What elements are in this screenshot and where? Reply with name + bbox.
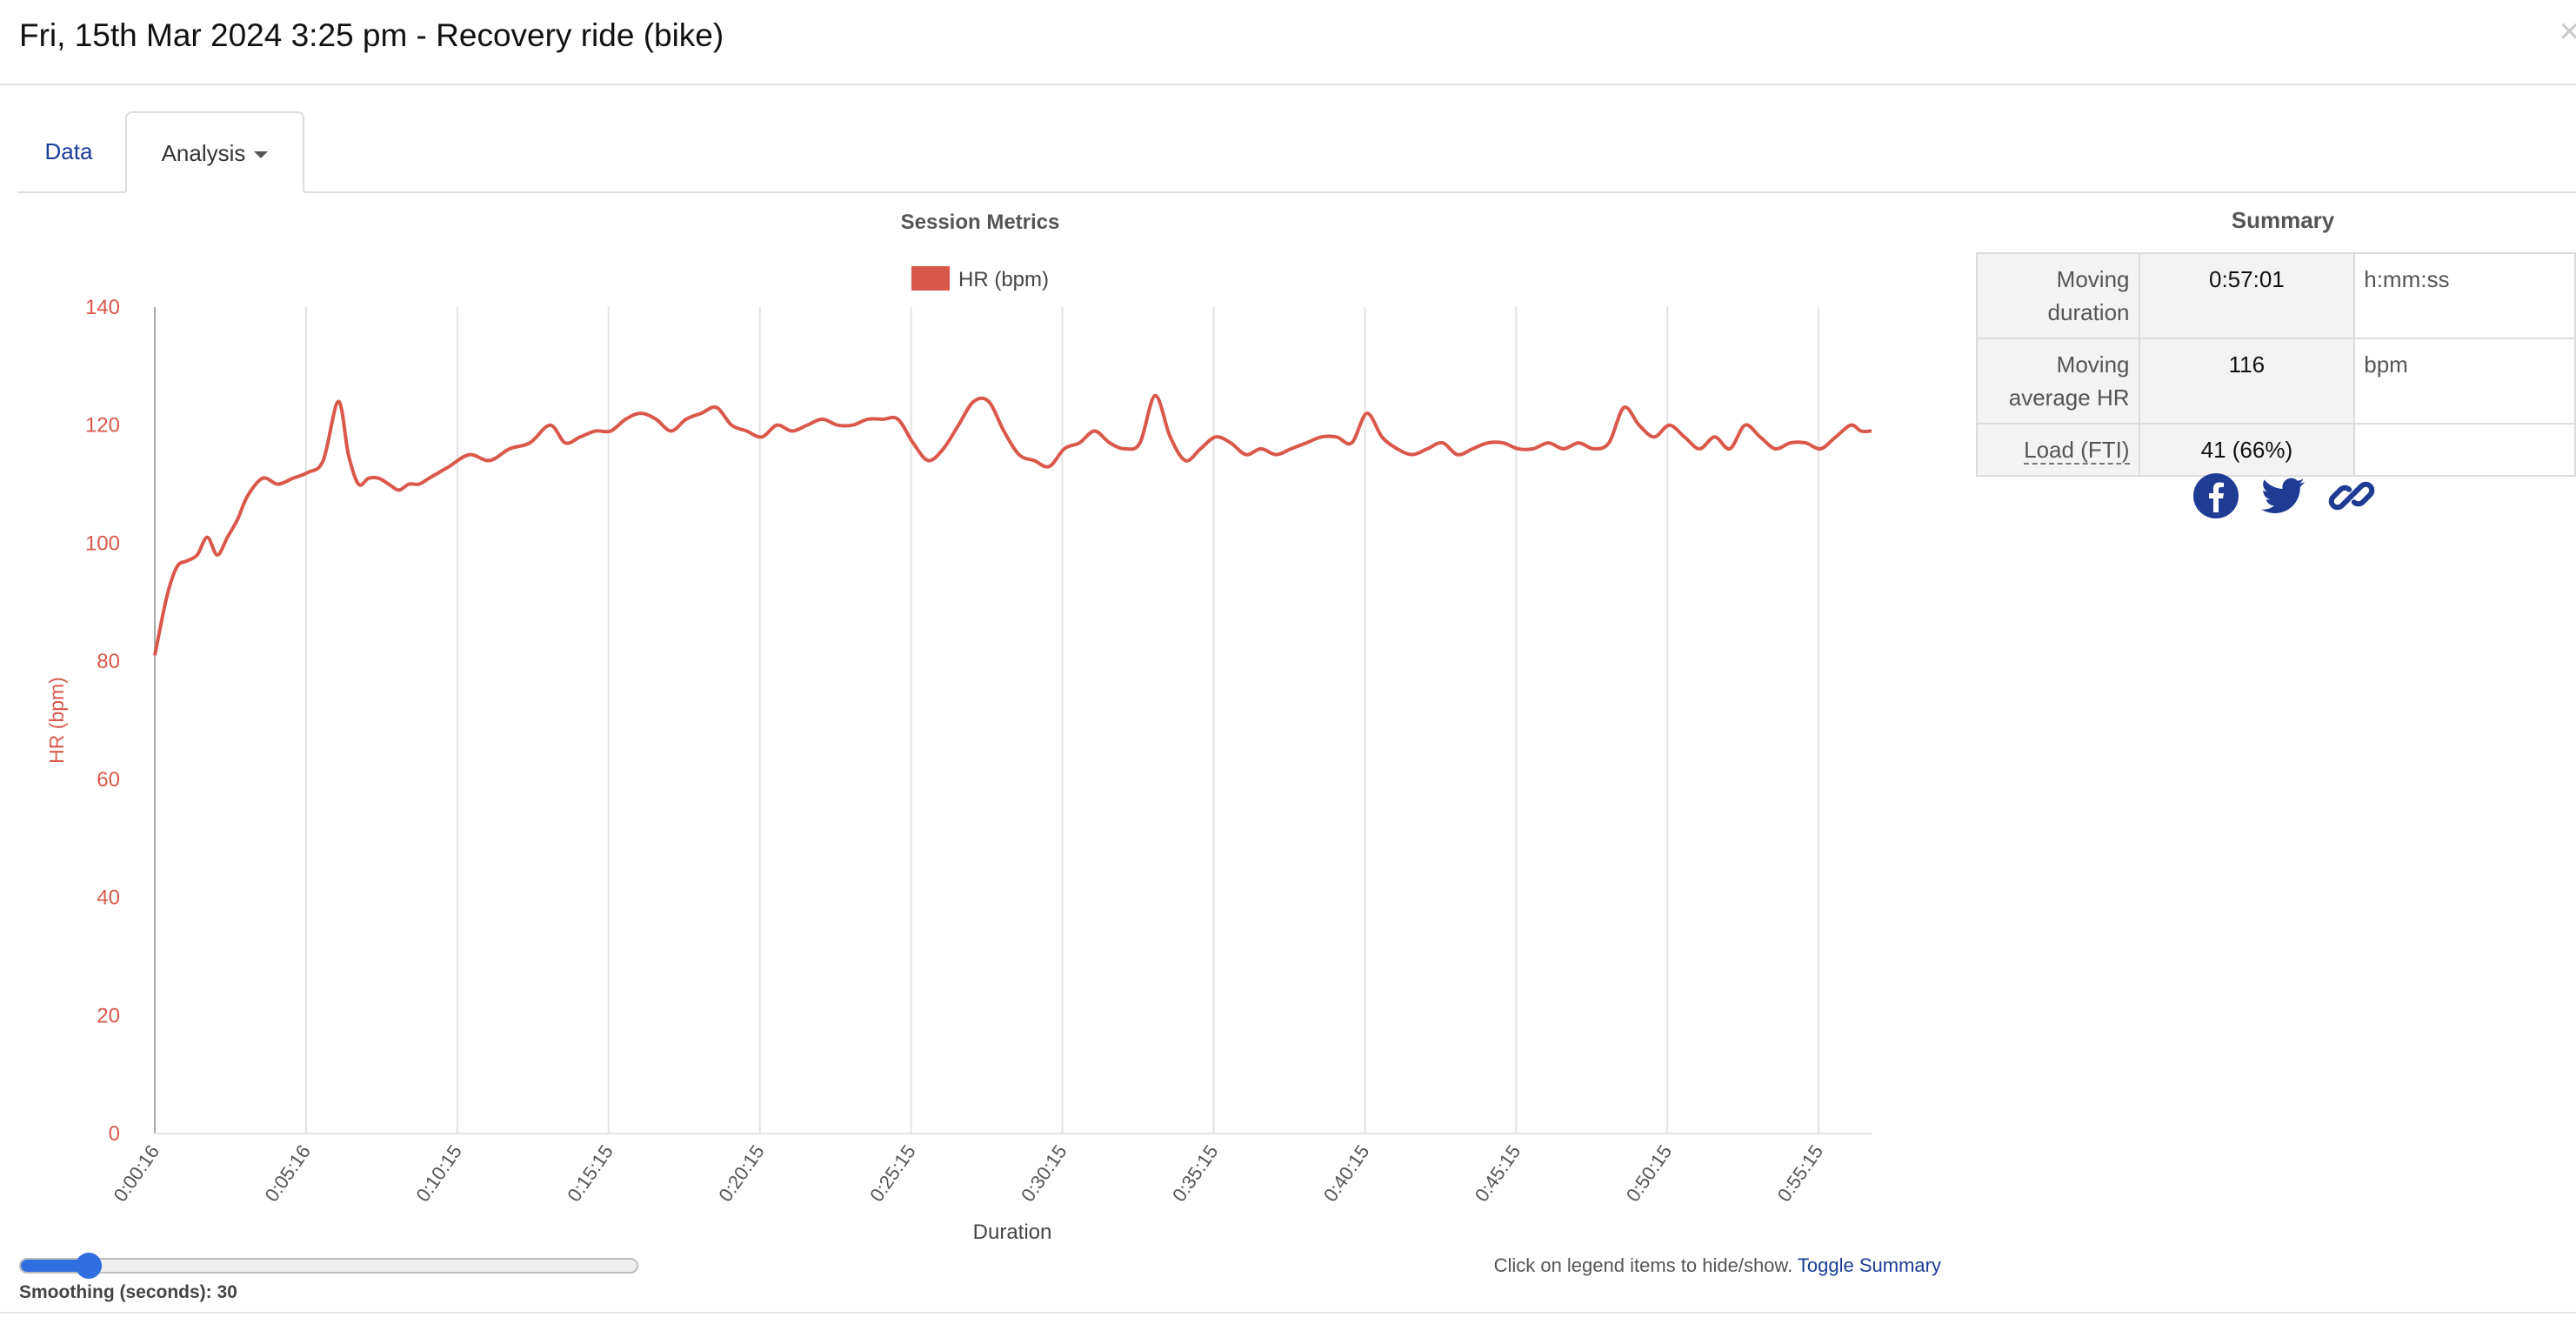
summary-title: Summary	[2231, 207, 2335, 233]
x-tick-label: 0:40:15	[1319, 1141, 1374, 1206]
footer-divider	[0, 1312, 2576, 1314]
facebook-icon[interactable]	[2192, 471, 2240, 520]
x-tick-label: 0:25:15	[865, 1141, 920, 1206]
tab-analysis-label: Analysis	[161, 140, 246, 166]
load-abbreviation[interactable]: Load (FTI)	[2024, 437, 2130, 465]
summary-table: Moving duration 0:57:01 h:mm:ss Moving a…	[1976, 252, 2576, 477]
modal-header: Fri, 15th Mar 2024 3:25 pm - Recovery ri…	[0, 0, 2576, 85]
y-tick-label: 40	[97, 886, 120, 910]
tab-data[interactable]: Data	[44, 138, 93, 164]
y-tick-label: 100	[85, 532, 120, 555]
twitter-icon[interactable]	[2259, 471, 2308, 520]
page-title: Fri, 15th Mar 2024 3:25 pm - Recovery ri…	[19, 17, 724, 53]
toggle-summary-link[interactable]: Toggle Summary	[1797, 1254, 1941, 1276]
x-tick-label: 0:45:15	[1471, 1141, 1525, 1206]
summary-label: Load (FTI)	[1976, 423, 2140, 477]
table-row: Load (FTI) 41 (66%)	[1976, 423, 2576, 477]
summary-value: 0:57:01	[2138, 252, 2356, 339]
summary-unit: bpm	[2353, 338, 2576, 425]
y-tick-label: 120	[85, 414, 120, 438]
x-tick-label: 0:15:15	[563, 1141, 617, 1206]
x-tick-label: 0:00:16	[110, 1141, 164, 1206]
link-icon[interactable]	[2327, 471, 2376, 520]
x-tick-label: 0:35:15	[1168, 1141, 1223, 1206]
summary-label: Moving duration	[1976, 252, 2140, 339]
caret-down-icon	[254, 151, 269, 159]
legend-swatch[interactable]	[911, 266, 950, 291]
y-tick-label: 140	[85, 296, 120, 319]
summary-label: Moving average HR	[1976, 338, 2140, 425]
table-row: Moving average HR 116 bpm	[1976, 338, 2576, 425]
x-tick-label: 0:20:15	[714, 1141, 769, 1206]
legend-hint: Click on legend items to hide/show. Togg…	[1494, 1254, 1941, 1277]
slider-fill	[21, 1260, 89, 1272]
session-metrics-chart: Session Metrics HR (bpm) 0 20 40 60 80 100 120…	[45, 211, 1872, 1244]
legend-hint-text: Click on legend items to hide/show.	[1493, 1254, 1793, 1276]
x-tick-label: 0:55:15	[1773, 1141, 1828, 1206]
y-tick-label: 20	[97, 1004, 120, 1027]
chart-legend[interactable]: HR (bpm)	[911, 266, 1049, 291]
y-tick-label: 0	[109, 1122, 120, 1146]
x-tick-label: 0:50:15	[1622, 1141, 1677, 1206]
close-icon[interactable]: ×	[2559, 12, 2576, 50]
slider-thumb[interactable]	[75, 1253, 102, 1279]
chart-title: Session Metrics	[901, 211, 1060, 234]
smoothing-slider[interactable]	[19, 1253, 638, 1279]
x-tick-label: 0:30:15	[1017, 1141, 1071, 1206]
tab-analysis[interactable]: Analysis	[125, 111, 304, 193]
summary-value: 41 (66%)	[2138, 423, 2356, 477]
summary-unit	[2353, 423, 2576, 477]
y-tick-label: 60	[97, 768, 120, 792]
x-tick-label: 0:05:16	[260, 1141, 315, 1206]
smoothing-label: Smoothing (seconds): 30	[19, 1282, 237, 1302]
legend-label[interactable]: HR (bpm)	[958, 268, 1049, 291]
table-row: Moving duration 0:57:01 h:mm:ss	[1976, 252, 2576, 339]
x-tick-label: 0:10:15	[411, 1141, 466, 1206]
summary-value: 116	[2138, 338, 2356, 425]
hr-series-line	[153, 393, 1872, 656]
y-tick-label: 80	[97, 650, 120, 673]
y-axis-label: HR (bpm)	[45, 677, 68, 764]
summary-unit: h:mm:ss	[2353, 252, 2576, 339]
x-axis-label: Duration	[973, 1220, 1052, 1244]
tab-bar: Data Analysis	[17, 111, 2576, 193]
